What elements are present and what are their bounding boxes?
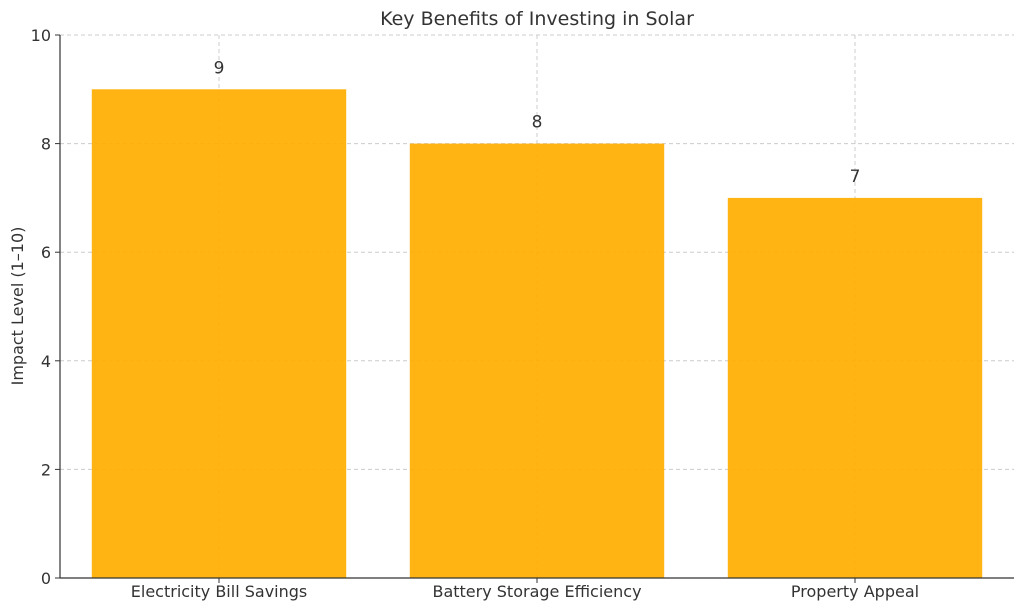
y-tick-label: 10	[31, 26, 51, 45]
x-tick-label: Electricity Bill Savings	[131, 582, 307, 601]
labels: 0 2 4 6 8 10 9 8 7 Electricity Bill Savings Batter…	[31, 26, 919, 601]
y-tick-label: 8	[41, 135, 51, 154]
bar-value-label: 8	[532, 113, 543, 133]
x-tick-label: Property Appeal	[791, 582, 919, 601]
y-axis-label: Impact Level (1–10)	[8, 227, 27, 386]
y-tick-label: 6	[41, 243, 51, 262]
bar-value-label: 9	[214, 58, 225, 78]
bar-value-label: 7	[850, 167, 861, 187]
y-tick-label: 0	[41, 569, 51, 588]
bar-3	[727, 197, 983, 578]
chart-title: Key Benefits of Investing in Solar	[380, 8, 694, 30]
y-tick-label: 2	[41, 460, 51, 479]
bar-2	[409, 143, 665, 578]
y-tick-label: 4	[41, 352, 51, 371]
bars	[91, 89, 983, 579]
x-tick-label: Battery Storage Efficiency	[432, 582, 641, 601]
bar-1	[91, 89, 347, 579]
